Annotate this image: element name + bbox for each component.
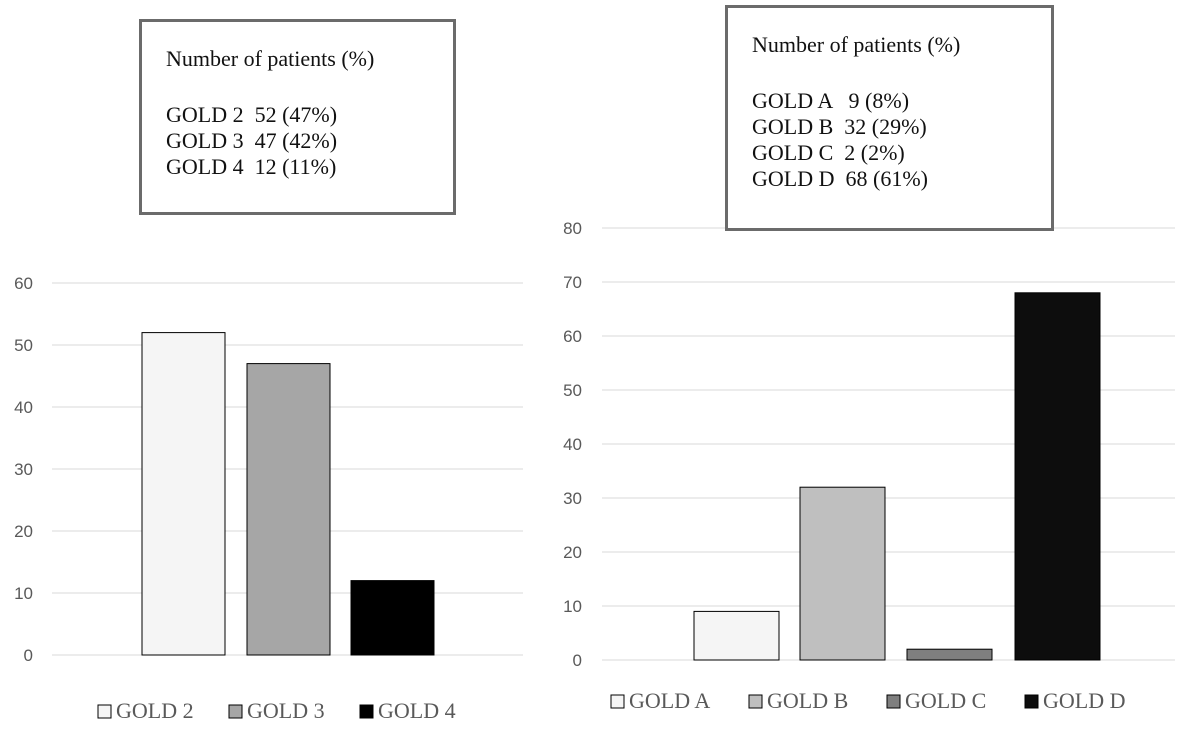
summary-line-gold-3: GOLD 3 47 (42%) [166,128,338,153]
legend-swatch [1024,694,1039,709]
legend-label: GOLD 4 [378,698,456,723]
y-tick-label: 50 [14,336,33,355]
y-tick-label: 60 [563,327,582,346]
summary-line-gold-b: GOLD B 32 (29%) [752,114,927,139]
gold-grade-summary-box: Number of patients (%) GOLD 2 52 (47%) G… [139,19,456,215]
y-tick-label: 20 [563,543,582,562]
legend-label: GOLD D [1043,688,1126,713]
bar-gold-2 [141,332,226,656]
summary-box-title: Number of patients (%) [752,32,961,57]
summary-line-gold-2: GOLD 2 52 (47%) [166,102,338,127]
y-tick-label: 10 [563,597,582,616]
gold-group-summary-box: Number of patients (%) GOLD A 9 (8%) GOL… [725,5,1054,231]
legend-label: GOLD A [629,688,710,713]
bar-gold-a [693,610,780,661]
legend-label: GOLD 2 [116,698,194,723]
legend-swatch [748,694,763,709]
summary-line-gold-a: GOLD A 9 (8%) [752,88,910,113]
legend-label: GOLD B [767,688,848,713]
y-tick-label: 30 [14,460,33,479]
y-tick-label: 0 [24,646,33,665]
summary-box-title: Number of patients (%) [166,46,375,71]
summary-line-gold-c: GOLD C 2 (2%) [752,140,905,165]
bar-gold-3 [246,363,331,656]
y-tick-label: 40 [563,435,582,454]
legend-swatch [359,704,374,719]
y-tick-label: 60 [14,274,33,293]
legend-label: GOLD 3 [247,698,325,723]
legend-swatch [228,704,243,719]
y-tick-label: 50 [563,381,582,400]
legend-label: GOLD C [905,688,986,713]
legend: GOLD A GOLD B GOLD C GOLD D [610,688,1126,713]
y-tick-label: 0 [573,651,582,670]
legend-swatch [886,694,901,709]
y-tick-label: 10 [14,584,33,603]
y-tick-label: 20 [14,522,33,541]
bar-gold-b [799,486,886,661]
y-tick-label: 70 [563,273,582,292]
legend-swatch [610,694,625,709]
y-tick-label: 40 [14,398,33,417]
bar-chart-1: 0 10 20 30 40 50 60 GOLD 2 GOLD 3 GOLD 4 [14,274,523,723]
y-tick-label: 80 [563,219,582,238]
summary-line-gold-d: GOLD D 68 (61%) [752,166,928,191]
y-tick-label: 30 [563,489,582,508]
bar-gold-4 [350,580,435,656]
legend-swatch [97,704,112,719]
bar-gold-d [1014,292,1101,661]
legend: GOLD 2 GOLD 3 GOLD 4 [97,698,456,723]
summary-line-gold-4: GOLD 4 12 (11%) [166,154,337,179]
bar-gold-c [906,648,993,661]
